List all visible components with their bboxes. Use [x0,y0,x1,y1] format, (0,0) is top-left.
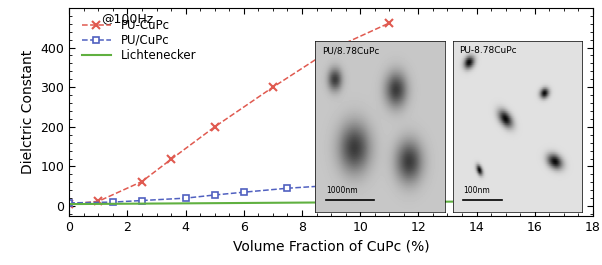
PU-CuPc [386,21,393,25]
PU/CuPc [356,181,364,184]
PU/CuPc [110,201,117,204]
Line: PU/CuPc: PU/CuPc [66,176,393,206]
PU-CuPc [327,48,335,51]
PU-CuPc [138,180,146,183]
PU/CuPc [284,187,291,190]
PU-CuPc [95,200,102,203]
Line: PU-CuPc: PU-CuPc [65,19,394,208]
PU/CuPc [240,191,247,194]
Y-axis label: Dielctric Constant: Dielctric Constant [21,50,35,174]
PU/CuPc [182,197,189,200]
PU-CuPc [167,158,175,161]
X-axis label: Volume Fraction of CuPc (%): Volume Fraction of CuPc (%) [233,239,429,253]
PU-CuPc [269,86,276,89]
Text: @100Hz: @100Hz [101,12,153,25]
PU-CuPc [211,125,219,129]
PU/CuPc [386,178,393,181]
PU/CuPc [66,201,73,205]
PU-CuPc [66,202,73,206]
PU/CuPc [211,193,219,197]
PU/CuPc [327,184,335,187]
PU/CuPc [138,199,146,202]
Legend: PU-CuPc, PU/CuPc, Lichtenecker: PU-CuPc, PU/CuPc, Lichtenecker [81,18,197,63]
